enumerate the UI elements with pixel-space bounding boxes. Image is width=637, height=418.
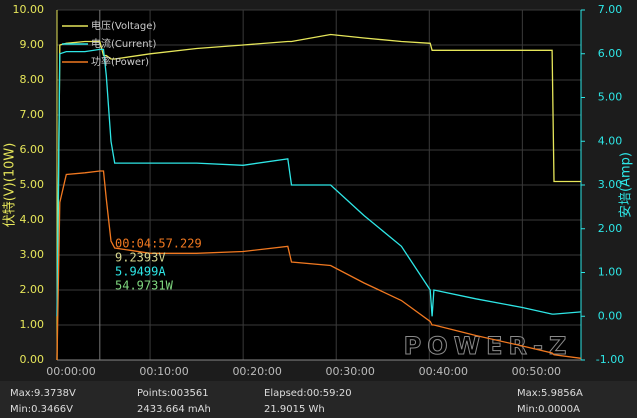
series-line [56,33,581,361]
footer-stat: Max:9.3738V [10,388,76,399]
footer-stat: Max:5.9856A [517,388,583,399]
y2-tick-label: 1.00 [598,266,623,279]
cursor-readout: 00:04:57.229 [115,237,202,251]
y-tick-label: 1.00 [20,318,45,331]
legend-label: 功率(Power) [91,55,149,68]
y-tick-label: 3.00 [20,248,45,261]
y2-tick-label: 0.00 [598,309,623,322]
footer-stat: Min:0.0000A [517,404,580,415]
watermark: POWER-Z [404,332,573,360]
y-tick-label: 5.00 [20,178,45,191]
y-tick-label: 8.00 [20,73,45,86]
x-tick-label: 00:00:00 [46,365,95,378]
y-tick-label: 6.00 [20,143,45,156]
footer-stat: 21.9015 Wh [264,404,325,415]
legend-label: 电流(Current) [91,37,156,50]
y2-tick-label: 5.00 [598,91,623,104]
footer-stat: Min:0.3466V [10,404,73,415]
y2-tick-label: 3.00 [598,178,623,191]
y-tick-label: 9.00 [20,38,45,51]
cursor-readout: 9.2393V [115,251,166,265]
y-tick-label: 7.00 [20,108,45,121]
y2-axis-title: 安培(Amp) [618,152,634,218]
y-axis-title: 伏特(V)(10W) [3,143,18,228]
footer-stat: 2433.664 mAh [137,404,211,415]
x-tick-label: 00:10:00 [139,365,188,378]
y2-tick-label: -1.00 [596,353,624,366]
series-line [56,48,582,317]
x-tick-label: 00:20:00 [232,365,281,378]
y-tick-label: 4.00 [20,213,45,226]
series-line [56,170,582,361]
y-tick-label: 0.00 [20,353,45,366]
footer-stat: Elapsed:00:59:20 [264,388,352,399]
x-tick-label: 00:30:00 [326,365,375,378]
x-tick-label: 00:40:00 [419,365,468,378]
cursor-readout: 5.9499A [115,265,166,279]
footer-stat: Points:003561 [137,388,209,399]
y2-tick-label: 4.00 [598,134,623,147]
y-tick-label: 2.00 [20,283,45,296]
x-tick-label: 00:50:00 [512,365,561,378]
footer-panel [0,381,637,418]
cursor-readout: 54.9731W [115,279,174,293]
y2-tick-label: 7.00 [598,3,623,16]
legend-label: 电压(Voltage) [91,19,156,32]
y2-tick-label: 6.00 [598,47,623,60]
y2-tick-label: 2.00 [598,222,623,235]
y-tick-label: 10.00 [13,3,45,16]
